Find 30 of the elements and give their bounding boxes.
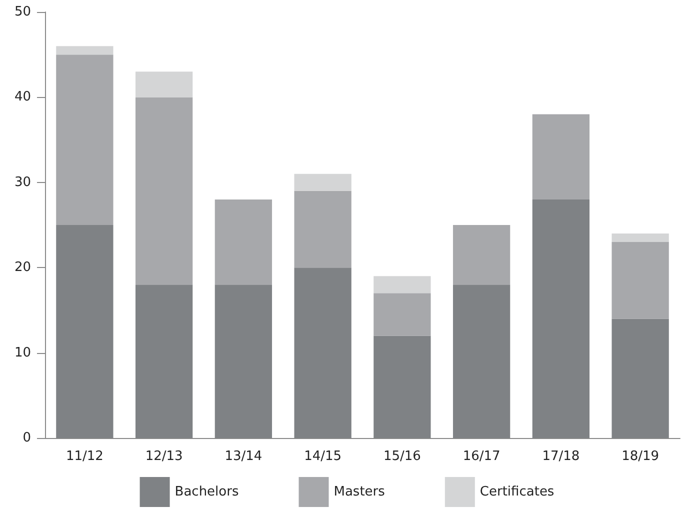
x-tick-label: 14/15 bbox=[304, 449, 342, 464]
x-tick-label: 18/19 bbox=[622, 449, 660, 464]
bar bbox=[374, 276, 431, 294]
bar bbox=[56, 46, 114, 55]
bar bbox=[135, 97, 193, 285]
x-tick-label: 11/12 bbox=[66, 449, 104, 464]
x-tick-label: 17/18 bbox=[542, 449, 580, 464]
y-tick-label: 0 bbox=[22, 430, 31, 446]
legend-label: Bachelors bbox=[174, 484, 239, 500]
bar bbox=[374, 293, 431, 336]
bar bbox=[612, 234, 669, 242]
bar bbox=[612, 242, 669, 319]
legend-label: Certificates bbox=[480, 484, 554, 500]
bar bbox=[532, 114, 590, 200]
bar bbox=[56, 54, 114, 225]
y-tick-label: 50 bbox=[14, 4, 31, 20]
legend-label: Masters bbox=[334, 484, 386, 500]
y-tick-label: 20 bbox=[14, 260, 31, 276]
bar bbox=[135, 72, 193, 98]
bar bbox=[294, 174, 352, 191]
bar bbox=[452, 225, 510, 285]
x-tick-label: 16/17 bbox=[462, 449, 500, 464]
x-tick-label: 13/14 bbox=[224, 449, 262, 464]
y-tick-label: 30 bbox=[14, 174, 31, 190]
x-tick-label: 15/16 bbox=[383, 449, 421, 464]
y-tick-label: 40 bbox=[14, 90, 31, 105]
x-tick-label: 12/13 bbox=[145, 449, 183, 464]
bar bbox=[214, 199, 272, 285]
y-tick-label: 10 bbox=[14, 345, 31, 360]
bar bbox=[294, 190, 352, 268]
